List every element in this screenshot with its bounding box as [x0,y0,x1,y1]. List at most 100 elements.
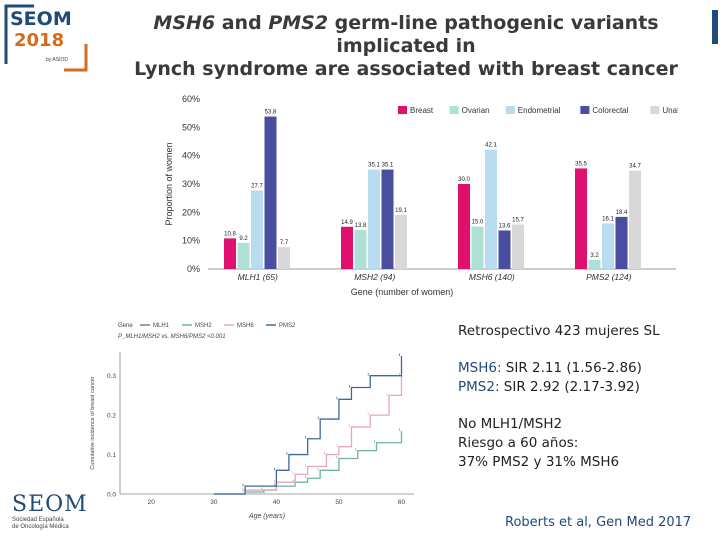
bar-colorectal [264,116,277,269]
logo-frame-icon [4,4,88,72]
x-tick-label: 50 [335,499,343,506]
legend-label: PMS2 [279,323,296,329]
note-line-4: No MLH1/MSH2 [458,416,563,432]
bar-data-label: 14.9 [341,220,353,226]
y-tick-label: 10% [182,236,200,246]
bar-data-label: 15.0 [472,220,484,226]
y-tick-label: 60% [182,94,200,104]
bar-chart: 0% 10% 20% 30% 40% 50% 60% Proportion of women G… [158,87,678,301]
x-tick-label: PMS2 (124) [586,272,632,282]
bar-colorectal [615,216,628,269]
bar-data-label: 3.2 [590,253,599,259]
society-logo: SEOM Sociedad Española de Oncología Médi… [12,492,88,531]
title-line-2: Lynch syndrome are associated with breas… [134,58,678,80]
society-logo-sub-2: de Oncología Médica [12,524,69,530]
bar-endometrial [485,149,497,269]
bar-breast [341,226,353,269]
legend-label: Breast [410,106,434,115]
y-tick-label: 50% [182,122,200,132]
logo-tag: by ASIOD [46,57,68,63]
legend-swatch-breast [398,106,407,114]
bar-data-label: 53.8 [265,110,277,116]
title-rest: germ-line pathogenic variants implicated… [328,12,659,57]
bar-unaffected [395,214,407,269]
title-gene-2: PMS2 [268,12,329,34]
bar-data-label: 9.2 [239,236,248,242]
bar-breast [575,168,587,269]
logo-year: 2018 [14,30,65,51]
bar-data-label: 13.6 [499,223,511,229]
bar-data-label: 35.1 [382,163,394,169]
society-logo-name: SEOM [12,492,88,517]
logo-name: SEOM [10,8,72,30]
y-axis-label: Proportion of women [164,142,174,225]
cumulative-incidence-chart: 0.0 0.1 0.2 0.3 20 30 40 50 60 Age (years) Cumulat… [90,323,414,520]
x-tick-label: MLH1 (65) [238,272,278,282]
bar-data-label: 15.7 [512,218,524,224]
bar-data-label: 7.7 [280,240,289,246]
note-pms2-value: SIR 2.92 (2.17-3.92) [499,379,640,395]
x-axis-label: Gene (number of women) [351,287,454,297]
bar-data-label: 35.5 [575,161,587,167]
notes: Retrospectivo 423 mujeres SL MSH6: SIR 2… [458,322,708,490]
note-risk: No MLH1/MSH2 Riesgo a 60 años: 37% PMS2 … [458,415,708,472]
note-msh6-value: SIR 2.11 (1.56-2.86) [501,360,642,376]
x-tick-label: MSH2 (94) [354,272,395,282]
bar-unaffected [278,247,290,269]
note-study: Retrospectivo 423 mujeres SL [458,323,660,339]
bar-data-label: 35.1 [368,163,380,169]
y-tick-label: 40% [182,151,200,161]
curve-pms2 [213,355,403,495]
bar-colorectal [498,230,511,269]
bar-data-label: 19.1 [395,208,407,214]
legend-label: MSH2 [195,323,212,329]
bar-breast [224,238,236,269]
x-tick-label: 60 [398,499,406,506]
y-axis-label: Cumulative incidence of breast cancer [90,376,96,469]
y-tick-label: 0.0 [107,492,116,499]
title-connector: and [215,12,269,34]
legend-swatch-unaffected [650,106,660,114]
congress-logo [4,4,88,76]
bar-ovarian [354,229,367,269]
x-tick-label: 20 [148,499,156,506]
x-tick-label: MSH6 (140) [469,272,515,282]
bar-unaffected [512,224,524,269]
citation: Roberts et al, Gen Med 2017 [505,515,692,530]
bar-data-label: 34.7 [629,164,641,170]
y-tick-label: 20% [182,207,200,217]
legend-swatch-endometrial [505,106,515,114]
bar-unaffected [629,170,641,269]
note-msh6-gene: MSH6: [458,360,502,376]
bar-endometrial [251,190,263,269]
legend-label: Endometrial [518,106,561,115]
bar-data-label: 18.4 [616,210,628,216]
curve-msh2 [213,430,403,495]
y-tick-label: 30% [182,179,200,189]
note-line-5: Riesgo a 60 años: [458,435,579,451]
y-tick-label: 0.3 [107,373,116,380]
note-sir: MSH6: SIR 2.11 (1.56-2.86) PMS2: SIR 2.9… [458,359,708,397]
accent-bar [712,10,718,44]
bar-data-label: 16.1 [602,216,614,222]
note-pms2-gene: PMS2: [458,379,500,395]
curve-msh6 [213,375,403,495]
bar-ovarian [471,226,484,269]
legend-label: Colorectal [592,106,628,115]
bar-data-label: 10.8 [224,231,236,237]
title-gene-1: MSH6 [153,12,216,34]
legend-label: Ovarian [462,106,490,115]
legend-label: Unaffected [662,106,678,115]
legend-title: Gene [118,323,133,329]
x-tick-label: 30 [210,499,218,506]
bar-colorectal [381,169,394,269]
bar-ovarian [588,259,601,269]
bar-data-label: 27.7 [251,184,263,190]
legend-swatch-ovarian [449,106,459,114]
bar-data-label: 13.8 [355,223,367,229]
bar-breast [458,184,470,269]
bar-data-label: 42.1 [485,143,497,149]
bar-data-label: 30.0 [458,177,470,183]
bar-endometrial [368,169,380,269]
y-tick-label: 0.1 [107,452,116,459]
